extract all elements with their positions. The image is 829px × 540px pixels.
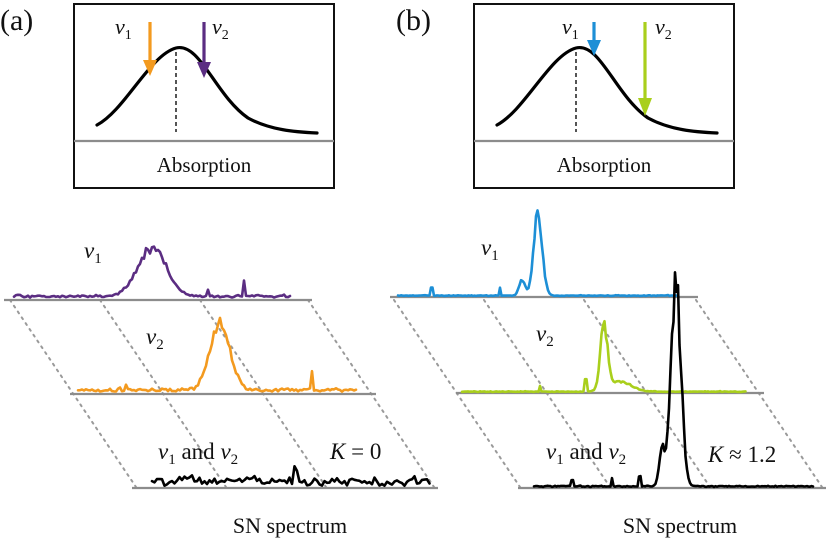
trace-v1-b [396,209,679,298]
combined-label-a: v1 and v2 [158,439,238,468]
trace-label-v1-a: v1 [84,238,102,267]
absorption-label: Absorption [557,153,652,177]
k-label-a: K = 0 [329,439,381,464]
trace-label-v2-a: v2 [146,324,164,353]
trace-label-v2-b: v2 [536,321,554,350]
arrow-label-v1: v1 [115,14,132,43]
arrow-v2-b [638,22,652,116]
panel-a-absorption-box: v1 v2 Absorption [73,3,335,189]
absorption-peak [495,46,719,135]
panel-a-tag: (a) [0,4,33,37]
arrow-v1-head-icon [143,60,157,76]
panel-a: (a) v1 v2 Absorption [0,3,438,538]
panel-b-tag: (b) [396,4,431,37]
absorption-label: Absorption [157,153,252,177]
absorption-peak [95,46,319,135]
arrow-label-v1: v1 [562,14,579,43]
trace-v2-a [76,316,358,393]
absorption-frame [73,3,335,189]
spectrum-label-a: SN spectrum [233,513,347,538]
panel-b: (b) v1 v2 Absorption [390,3,826,538]
panel-b-absorption-box: v1 v2 Absorption [473,3,735,189]
arrow-v1-head-icon [587,40,601,56]
absorption-frame [473,3,735,189]
arrow-label-v2: v2 [655,14,672,43]
arrow-v2-a [197,22,211,78]
combined-label-b: v1 and v2 [546,439,626,468]
trace-sum-a [150,465,431,487]
trace-sum-b [532,271,815,489]
arrow-v1-b [587,22,601,56]
arrow-v1-a [143,22,157,76]
arrow-v2-head-icon [638,98,652,116]
trace-v2-b [460,319,747,394]
trace-v1-a [12,245,292,299]
arrow-v2-head-icon [197,62,211,78]
k-label-b: K ≈ 1.2 [707,442,776,467]
arrow-label-v2: v2 [212,14,229,43]
spectrum-label-b: SN spectrum [623,513,737,538]
trace-label-v1-b: v1 [481,235,499,264]
